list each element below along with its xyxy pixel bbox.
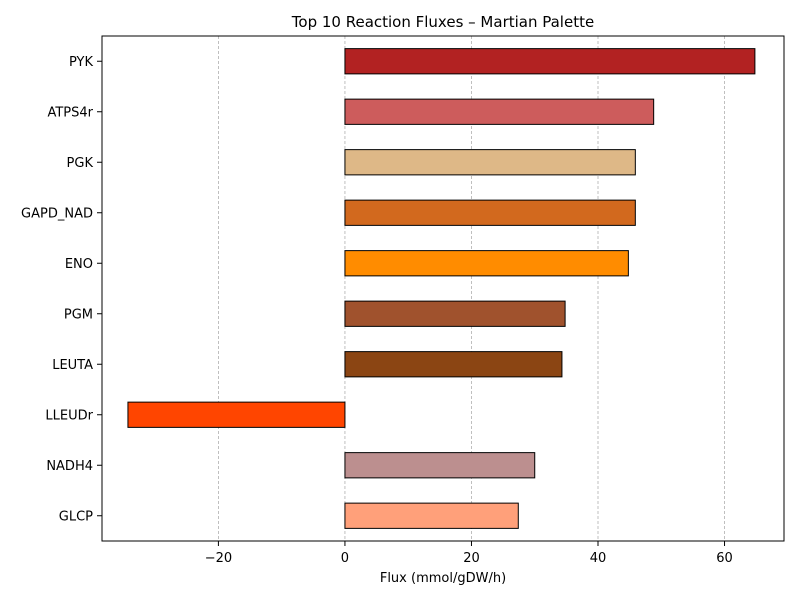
y-tick-label: LLEUDr	[45, 408, 93, 423]
x-tick-label: −20	[205, 551, 232, 566]
y-tick-label: LEUTA	[52, 358, 93, 373]
y-tick-label: GAPD_NAD	[21, 206, 93, 221]
y-tick-label: GLCP	[59, 509, 93, 524]
y-tick-label: ENO	[65, 257, 93, 272]
bar-leuta	[344, 351, 563, 378]
bar-glcp	[344, 502, 519, 529]
x-axis-label: Flux (mmol/gDW/h)	[380, 571, 506, 586]
y-axis: PYK ATPS4r PGK GAPD_NAD ENO PGM LEUTA LLEUDr NAD…	[21, 55, 102, 524]
x-tick-label: 60	[716, 551, 733, 566]
y-tick-label: NADH4	[46, 459, 93, 474]
x-tick-label: 40	[590, 551, 607, 566]
y-tick-label: PYK	[69, 55, 93, 70]
bar-atps4r	[344, 98, 655, 125]
bar-gapd-nad	[344, 199, 636, 226]
bar-pgm	[344, 300, 566, 327]
bar-nadh4	[344, 452, 536, 479]
plot-frame	[101, 35, 785, 542]
chart-title: Top 10 Reaction Fluxes – Martian Palette	[291, 13, 594, 31]
bar-pgk	[344, 149, 636, 176]
bar-pyk	[344, 48, 756, 75]
bar-eno	[344, 250, 629, 277]
bars	[127, 48, 756, 529]
x-tick-label: 20	[463, 551, 480, 566]
y-tick-label: PGK	[67, 156, 94, 171]
y-tick-label: PGM	[64, 307, 93, 322]
x-tick-label: 0	[341, 551, 349, 566]
bar-lleudr	[127, 401, 346, 428]
y-tick-label: ATPS4r	[47, 105, 93, 120]
x-axis: −20 0 20 40 60	[205, 541, 733, 566]
